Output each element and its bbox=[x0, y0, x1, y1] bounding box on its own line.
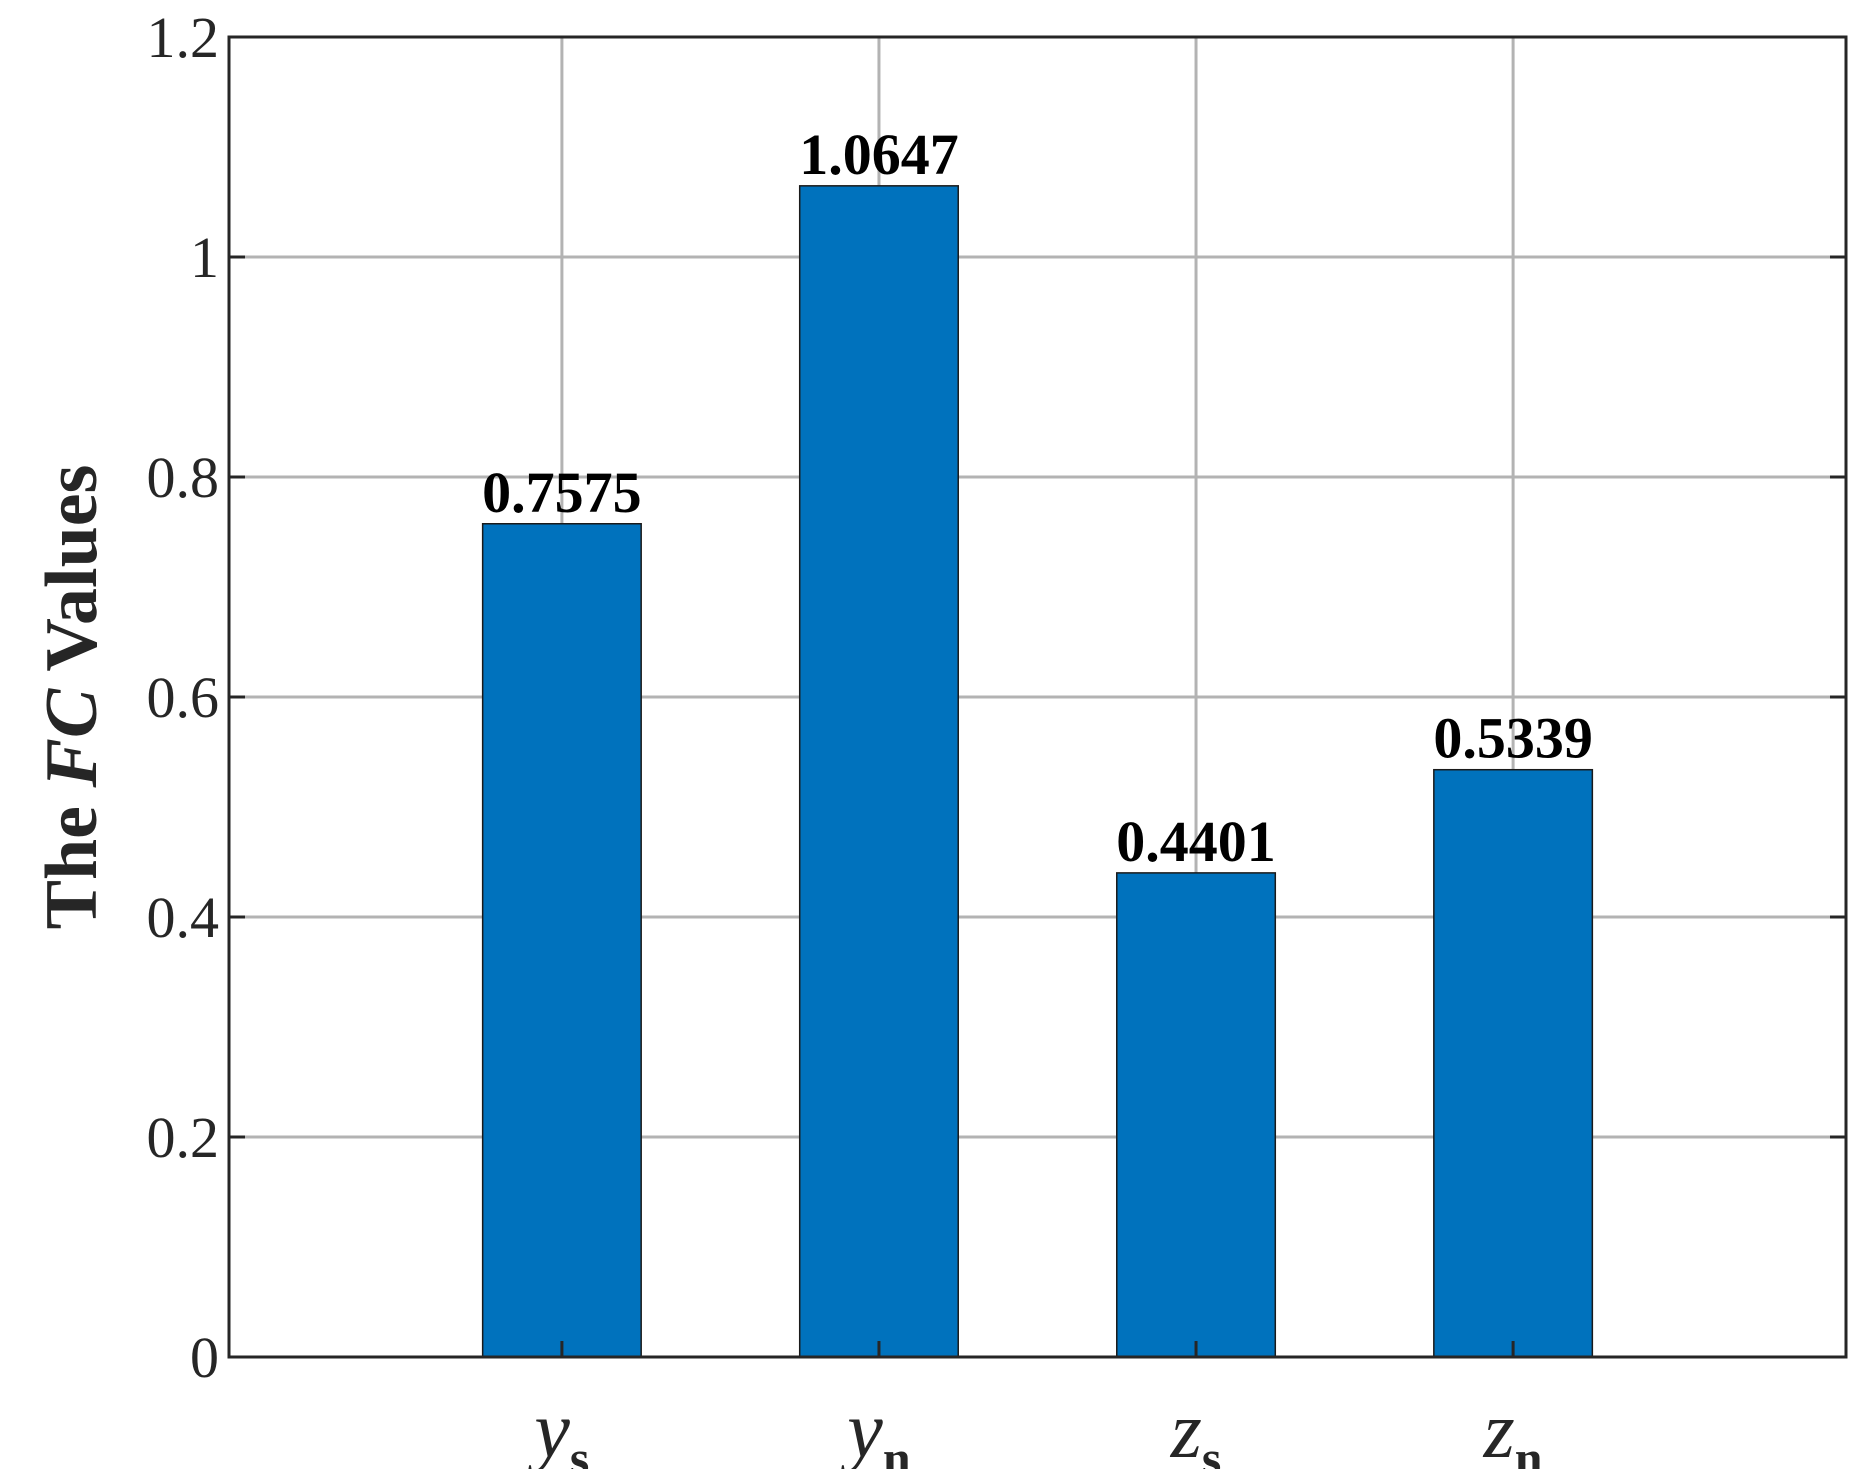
y-tick-label: 0.2 bbox=[147, 1105, 220, 1170]
x-tick-base: y bbox=[840, 1387, 883, 1469]
y-tick-label: 1.2 bbox=[147, 5, 220, 70]
y-tick-label: 0.4 bbox=[147, 885, 220, 950]
bar bbox=[481, 523, 642, 1358]
x-tick-label: zs bbox=[1170, 1387, 1222, 1469]
y-axis-label: The FC Values bbox=[31, 465, 113, 930]
bar bbox=[1116, 872, 1277, 1358]
x-tick-label: zn bbox=[1483, 1387, 1543, 1469]
x-tick-subscript: s bbox=[1202, 1430, 1221, 1469]
y-tick-label: 1 bbox=[190, 225, 219, 290]
x-tick-label: yn bbox=[840, 1387, 911, 1469]
data-label: 0.4401 bbox=[1116, 809, 1276, 874]
bars bbox=[481, 185, 1594, 1358]
data-label: 0.7575 bbox=[482, 460, 642, 525]
bar bbox=[798, 185, 959, 1358]
y-tick-label: 0 bbox=[190, 1325, 219, 1390]
data-label: 1.0647 bbox=[799, 122, 959, 187]
data-label: 0.5339 bbox=[1433, 706, 1593, 771]
grid bbox=[229, 37, 1846, 1357]
x-tick-base: z bbox=[1170, 1387, 1202, 1469]
y-tick-label: 0.6 bbox=[147, 665, 220, 730]
bar bbox=[1433, 768, 1594, 1358]
x-tick-base: y bbox=[527, 1387, 570, 1469]
x-tick-subscript: s bbox=[570, 1430, 589, 1469]
y-tick-label: 0.8 bbox=[147, 445, 220, 510]
x-tick-subscript: n bbox=[1515, 1430, 1543, 1469]
x-tick-label: ys bbox=[527, 1387, 589, 1469]
data-labels: 0.7575 1.0647 0.4401 0.5339 bbox=[482, 122, 1593, 874]
x-tick-base: z bbox=[1483, 1387, 1515, 1469]
ticks: 00.20.40.60.811.2ys yn zs zn bbox=[147, 5, 1846, 1469]
x-tick-subscript: n bbox=[883, 1430, 911, 1469]
